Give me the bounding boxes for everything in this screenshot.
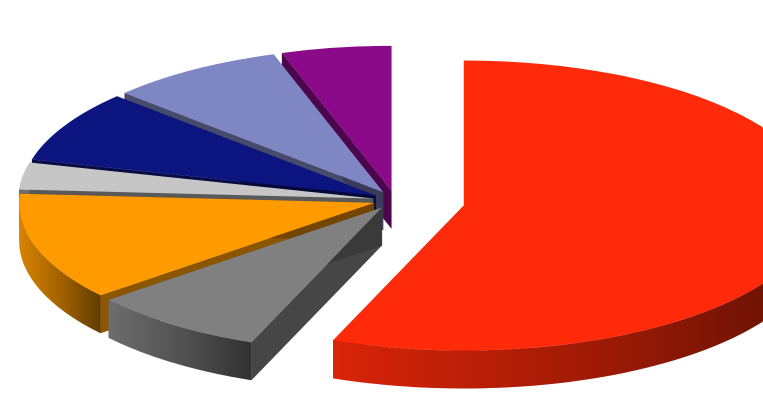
pie-slice-5-top [124,54,384,193]
pie-slice-0-top [333,60,763,351]
pie-slice-2-top [19,193,375,296]
pie-slices [18,45,763,389]
pie-slice-0-side [333,283,763,389]
pie-slice-1-side [108,299,252,381]
pie-slice-6-top [281,45,392,191]
pie-slice-4-top [31,96,376,196]
pie-slice-1 [108,207,383,381]
pie-slice-0 [333,60,763,389]
pie-slice-1-top [108,207,383,343]
pie-slice-2-side [19,202,101,334]
pie-slice-3-top [18,162,374,199]
